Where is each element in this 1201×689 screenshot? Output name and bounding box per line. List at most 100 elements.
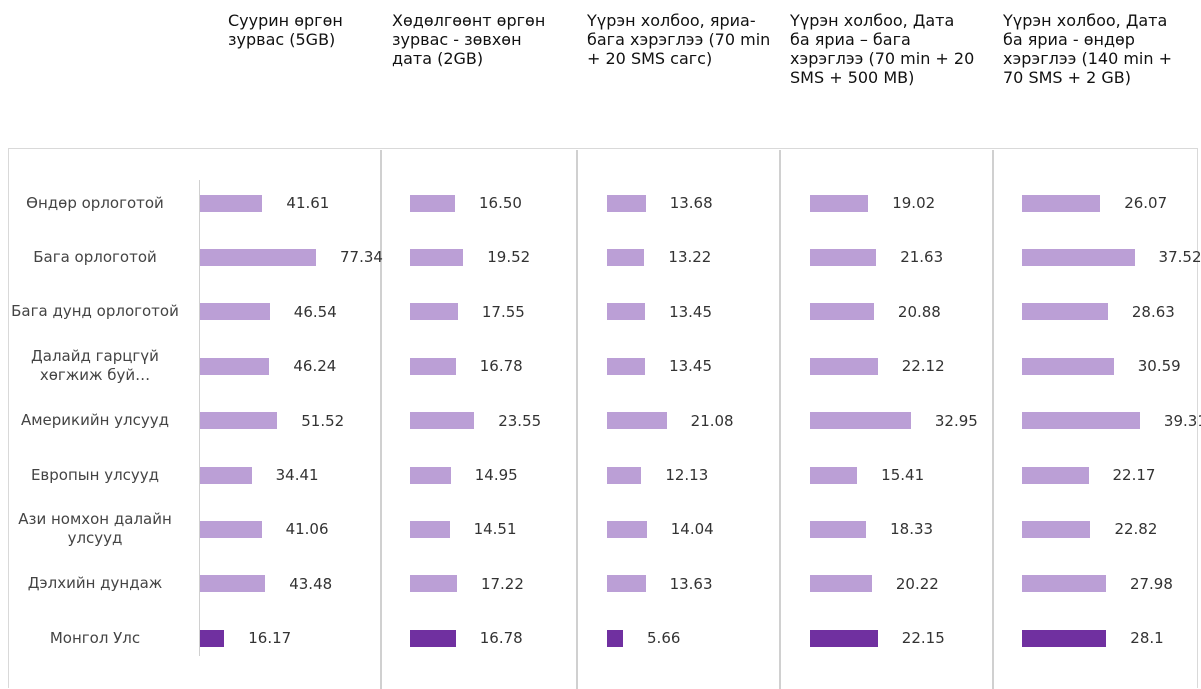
data-label: 16.50 bbox=[479, 194, 522, 212]
data-label: 16.78 bbox=[479, 357, 523, 376]
bar bbox=[1022, 466, 1089, 484]
panel-title: Үүрэн холбоо, Дата ба яриа - өндөр хэрэг… bbox=[1003, 11, 1172, 87]
bar bbox=[1022, 575, 1106, 593]
data-label: 46.24 bbox=[293, 357, 337, 376]
data-label: 13.68 bbox=[669, 194, 713, 212]
bar bbox=[200, 520, 262, 538]
panel-separator bbox=[992, 150, 994, 689]
data-label: 37.52 bbox=[1158, 248, 1201, 267]
data-label: 28.1 bbox=[1130, 629, 1164, 648]
data-label: 17.55 bbox=[481, 302, 525, 321]
data-label: 21.63 bbox=[900, 248, 944, 267]
bar bbox=[810, 520, 867, 538]
category-label: Америкийн улсууд bbox=[20, 411, 170, 430]
category-label: Бага орлоготой bbox=[33, 247, 157, 266]
category-label: Өндөр орлоготой bbox=[26, 193, 164, 212]
data-label: 16.17 bbox=[248, 629, 292, 648]
category-label: Ази номхон далайн улсууд bbox=[18, 510, 172, 548]
data-label: 41.61 bbox=[286, 194, 330, 212]
left-rule bbox=[8, 148, 9, 688]
bar bbox=[810, 412, 911, 430]
data-label: 30.59 bbox=[1137, 357, 1181, 376]
panel-title: Суурин өргөн зурвас (5GB) bbox=[228, 11, 343, 49]
category-label: Дэлхийн дундаж bbox=[27, 574, 163, 593]
bar bbox=[200, 357, 270, 375]
bar bbox=[410, 303, 458, 321]
data-label: 14.04 bbox=[670, 520, 714, 539]
bar bbox=[410, 194, 455, 212]
data-label: 14.51 bbox=[473, 520, 517, 539]
bar bbox=[810, 466, 858, 484]
bar bbox=[810, 629, 878, 647]
data-label: 12.13 bbox=[665, 466, 709, 484]
data-label: 39.31 bbox=[1163, 411, 1201, 430]
bar bbox=[607, 412, 667, 430]
data-label: 22.12 bbox=[901, 357, 945, 376]
category-label: Монгол Улс bbox=[49, 628, 141, 647]
bar bbox=[410, 575, 457, 593]
bar bbox=[200, 629, 225, 647]
data-label: 20.22 bbox=[895, 574, 939, 593]
bar bbox=[200, 575, 266, 593]
data-label: 26.07 bbox=[1124, 194, 1168, 212]
bar bbox=[200, 412, 278, 430]
bar bbox=[810, 303, 874, 321]
data-label: 51.52 bbox=[301, 411, 345, 430]
data-label: 13.63 bbox=[669, 574, 713, 593]
right-rule bbox=[1197, 148, 1198, 688]
panel-title: Үүрэн холбоо, яриа-бага хэрэглээ (70 min… bbox=[587, 11, 771, 68]
data-label: 21.08 bbox=[690, 411, 734, 430]
value-axis-line bbox=[199, 180, 200, 656]
bar bbox=[1022, 194, 1101, 212]
data-label: 77.34 bbox=[340, 248, 383, 267]
data-label: 22.15 bbox=[901, 629, 945, 648]
bar bbox=[1022, 412, 1140, 430]
bar bbox=[607, 194, 646, 212]
data-label: 15.41 bbox=[881, 466, 925, 484]
bar bbox=[607, 629, 624, 647]
data-label: 13.45 bbox=[669, 302, 713, 321]
bar bbox=[410, 412, 475, 430]
category-label: Бага дунд орлоготой bbox=[11, 302, 179, 321]
bar bbox=[410, 357, 456, 375]
bar bbox=[607, 520, 647, 538]
bar bbox=[810, 575, 872, 593]
panel-separator bbox=[779, 150, 781, 689]
data-label: 20.88 bbox=[897, 302, 941, 321]
panel-separator bbox=[576, 150, 578, 689]
panel-title: Үүрэн холбоо, Дата ба яриа – бага хэрэгл… bbox=[790, 11, 975, 87]
data-label: 5.66 bbox=[647, 629, 681, 648]
bar bbox=[200, 248, 316, 266]
data-label: 13.22 bbox=[668, 248, 712, 267]
data-label: 13.45 bbox=[669, 357, 713, 376]
data-label: 28.63 bbox=[1131, 302, 1175, 321]
data-label: 22.17 bbox=[1112, 466, 1156, 484]
panel-title: Хөдөлгөөнт өргөн зурвас - зөвхөн дата (2… bbox=[392, 11, 546, 68]
bar bbox=[607, 303, 646, 321]
bar bbox=[810, 357, 878, 375]
data-label: 43.48 bbox=[289, 574, 333, 593]
category-label: Далайд гарцгүй хөгжиж буй… bbox=[31, 347, 159, 385]
bar bbox=[1022, 520, 1091, 538]
bar bbox=[200, 194, 263, 212]
bar bbox=[607, 357, 646, 375]
bar bbox=[410, 629, 456, 647]
bar bbox=[1022, 629, 1107, 647]
bar bbox=[200, 466, 252, 484]
bar bbox=[1022, 248, 1135, 266]
bar bbox=[810, 248, 877, 266]
data-label: 22.82 bbox=[1114, 520, 1158, 539]
bar bbox=[1022, 357, 1114, 375]
bar bbox=[1022, 303, 1108, 321]
bar bbox=[607, 466, 642, 484]
bar bbox=[410, 248, 464, 266]
bar bbox=[410, 520, 450, 538]
top-rule bbox=[8, 148, 1198, 149]
category-label: Европын улсууд bbox=[30, 465, 160, 484]
data-label: 34.41 bbox=[275, 466, 319, 484]
data-label: 16.78 bbox=[479, 629, 523, 648]
data-label: 27.98 bbox=[1129, 574, 1173, 593]
data-label: 14.95 bbox=[474, 466, 518, 484]
data-label: 23.55 bbox=[498, 411, 542, 430]
